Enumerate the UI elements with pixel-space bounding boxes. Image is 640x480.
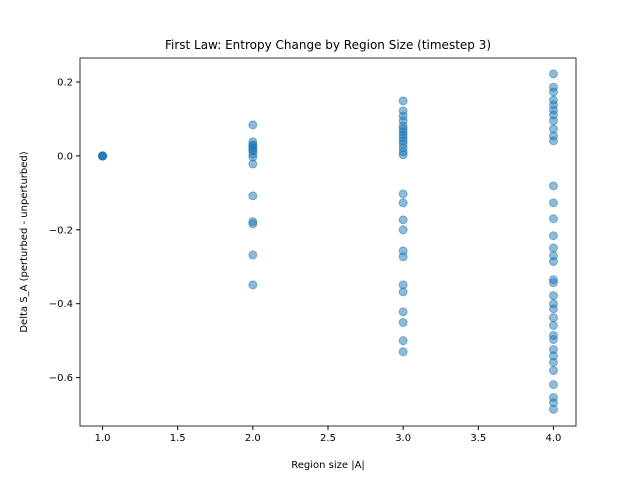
y-tick-label: −0.4 (49, 299, 73, 310)
point (548, 87, 558, 97)
point (398, 347, 408, 357)
point (548, 404, 558, 414)
point (548, 214, 558, 224)
point (398, 252, 408, 262)
point (548, 380, 558, 390)
point (548, 69, 558, 79)
x-tick-label: 3.0 (395, 433, 411, 444)
point (548, 243, 558, 253)
point (548, 136, 558, 146)
point (548, 357, 558, 367)
point (548, 321, 558, 331)
y-tick-label: 0.2 (57, 78, 73, 89)
point (398, 225, 408, 235)
point (248, 280, 258, 290)
y-tick-label: 0.0 (57, 151, 73, 162)
point (398, 287, 408, 297)
point (548, 181, 558, 191)
point (548, 335, 558, 345)
point (398, 336, 408, 346)
x-tick-label: 3.5 (470, 433, 486, 444)
point (398, 96, 408, 106)
point (248, 191, 258, 201)
point (398, 150, 408, 160)
point (398, 307, 408, 317)
point (98, 151, 108, 161)
x-axis-label: Region size |A| (291, 460, 365, 471)
y-tick-label: −0.2 (49, 225, 73, 236)
point (548, 257, 558, 267)
point (548, 313, 558, 323)
point (248, 219, 258, 229)
x-tick-label: 1.0 (95, 433, 111, 444)
point (548, 366, 558, 376)
point (548, 304, 558, 314)
point (398, 215, 408, 225)
x-tick-label: 2.5 (320, 433, 336, 444)
point (398, 198, 408, 208)
chart-title: First Law: Entropy Change by Region Size… (165, 38, 491, 52)
y-axis-label: Delta S_A (perturbed - unperturbed) (19, 151, 30, 332)
point (398, 318, 408, 328)
x-tick-label: 2.0 (245, 433, 261, 444)
plot-frame (79, 57, 577, 427)
point (548, 116, 558, 126)
point (248, 250, 258, 260)
point (398, 189, 408, 199)
x-tick-label: 4.0 (546, 433, 562, 444)
point (248, 120, 258, 130)
x-tick-label: 1.5 (170, 433, 186, 444)
point (248, 159, 258, 169)
point (548, 198, 558, 208)
point (548, 278, 558, 288)
point (548, 231, 558, 241)
point (548, 291, 558, 301)
y-tick-label: −0.6 (49, 373, 73, 384)
